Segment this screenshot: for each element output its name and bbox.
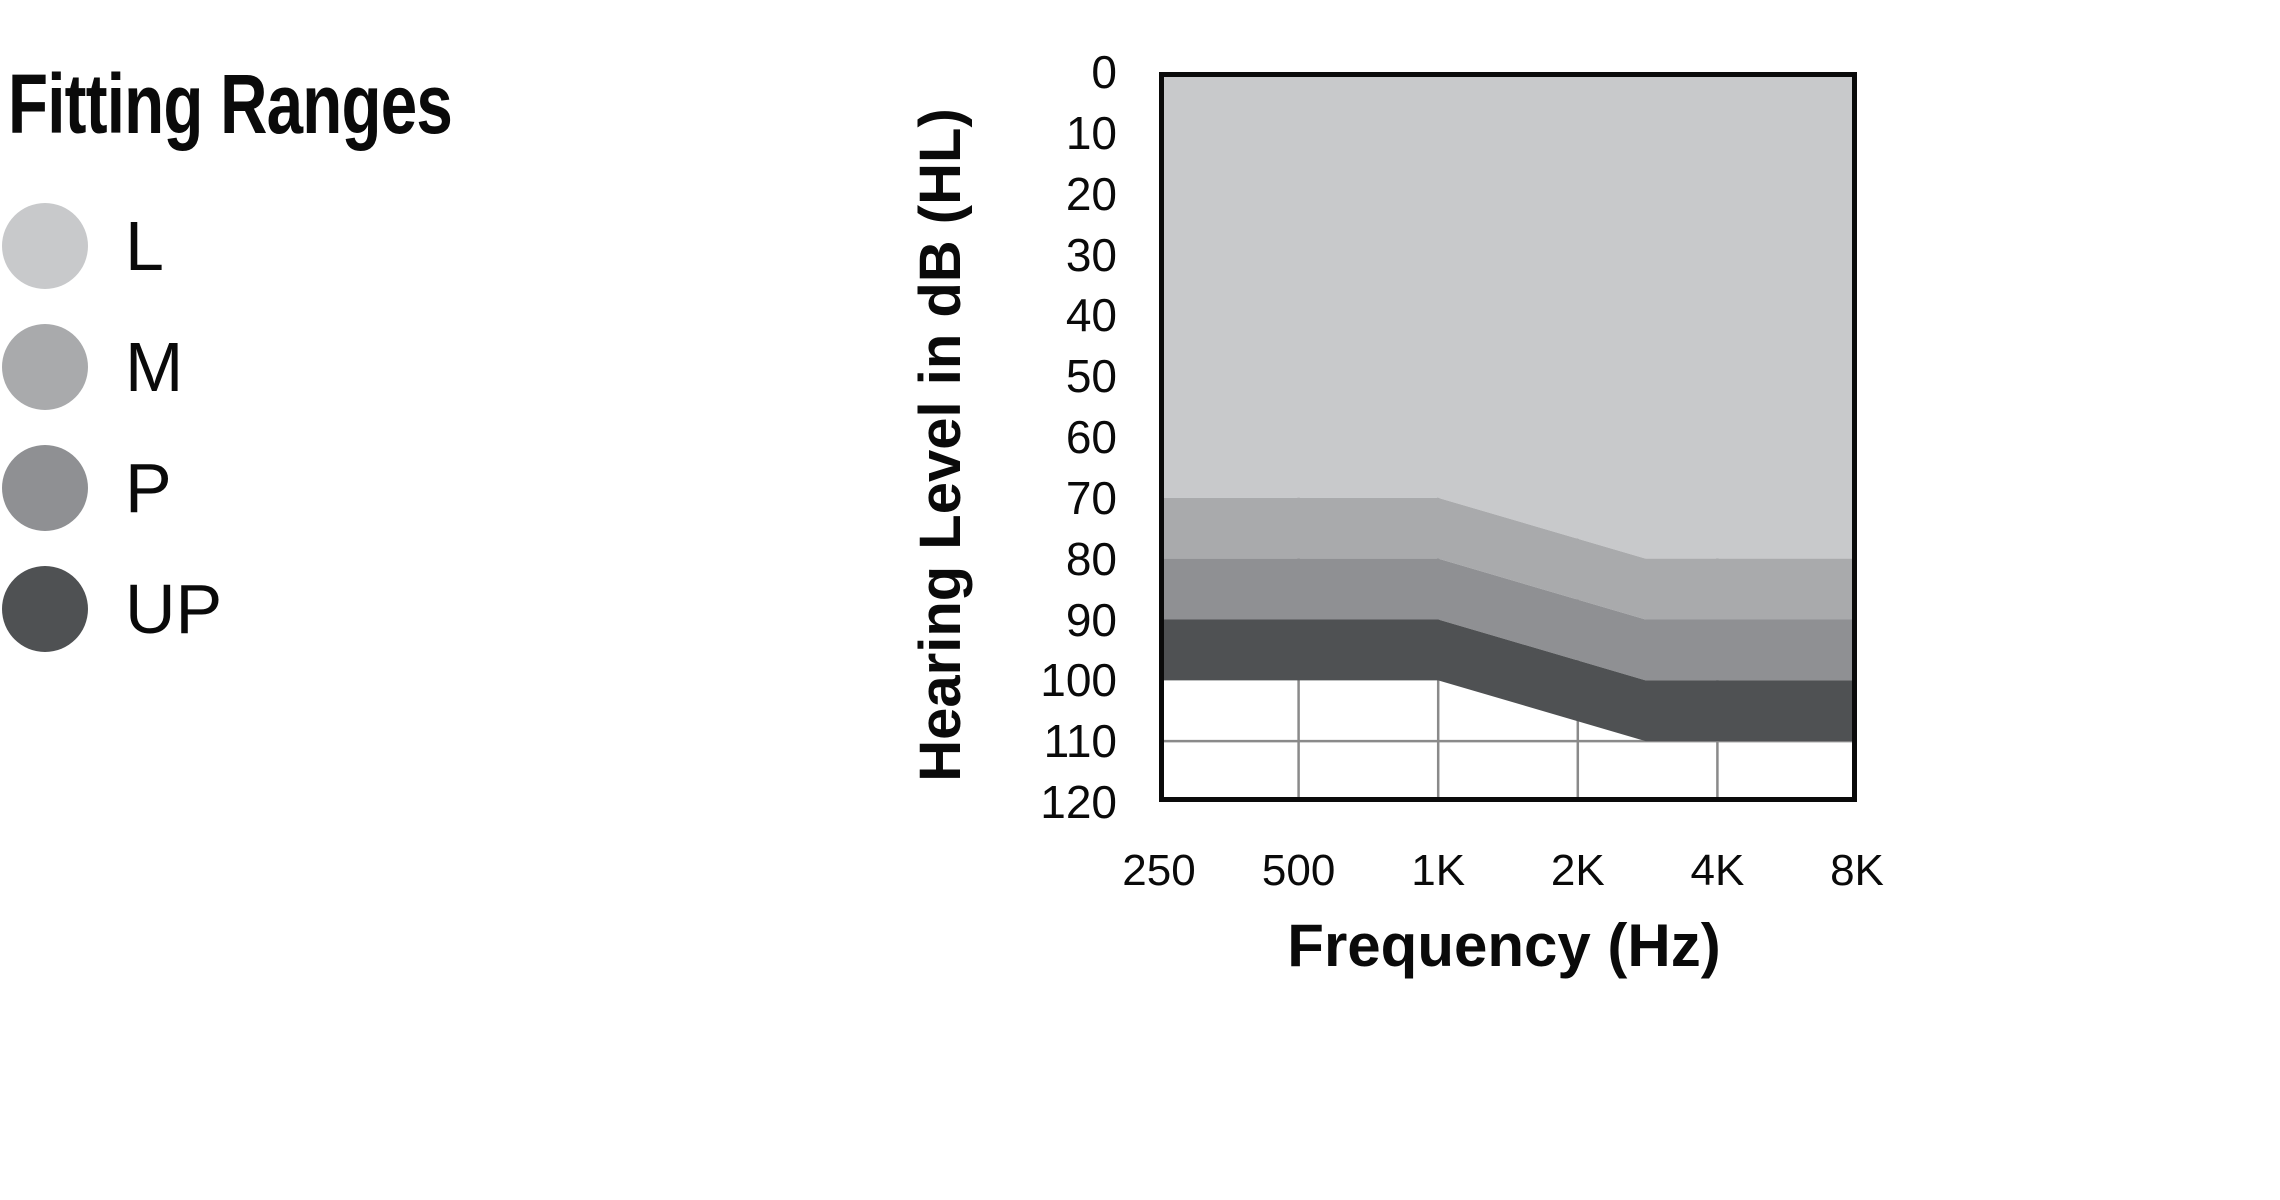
band-l: [1159, 72, 1857, 559]
legend-label: P: [125, 449, 172, 527]
legend-swatch-up-circle-icon: [2, 566, 88, 652]
legend: L M P UP: [2, 203, 222, 687]
x-tick-label: 1K: [1411, 846, 1466, 895]
legend-swatch-m-circle-icon: [2, 324, 88, 410]
y-tick-label: 10: [1065, 106, 1117, 159]
y-tick-label: 50: [1065, 350, 1117, 403]
figure-title: Fitting Ranges: [8, 57, 453, 151]
y-tick-label: 0: [1091, 46, 1117, 98]
legend-item-up: UP: [2, 566, 222, 652]
y-tick-label: 110: [1043, 715, 1117, 768]
x-tick-label: 500: [1261, 846, 1336, 895]
y-tick-label: 120: [1040, 776, 1117, 828]
x-tick-label: 250: [1122, 846, 1196, 895]
x-tick-label: 4K: [1690, 846, 1745, 895]
band-m: [1159, 497, 1857, 620]
fitting-range-chart: [1159, 72, 1857, 802]
band-p: [1159, 558, 1857, 681]
legend-label: M: [125, 328, 184, 406]
x-axis-title: Frequency (Hz): [1287, 912, 1721, 979]
y-tick-label: 60: [1065, 411, 1117, 463]
legend-label: UP: [125, 570, 223, 648]
legend-item-p: P: [2, 445, 222, 531]
legend-label: L: [125, 207, 164, 285]
y-tick-label: 70: [1065, 471, 1117, 524]
y-tick-label: 90: [1065, 593, 1117, 646]
y-tick-label: 80: [1065, 532, 1117, 585]
y-tick-label: 20: [1065, 167, 1117, 220]
y-axis-title: Hearing Level in dB (HL): [908, 108, 973, 782]
x-tick-label: 2K: [1550, 846, 1605, 895]
legend-swatch-p-circle-icon: [2, 445, 88, 531]
y-tick-label: 30: [1065, 228, 1117, 281]
legend-swatch-l-circle-icon: [2, 203, 88, 289]
band-up: [1159, 619, 1857, 742]
x-tick-label: 8K: [1830, 846, 1884, 895]
legend-item-m: M: [2, 324, 222, 410]
plot-border: [1159, 72, 1857, 802]
y-tick-label: 40: [1065, 289, 1117, 342]
y-tick-label: 100: [1040, 654, 1117, 707]
legend-item-l: L: [2, 203, 222, 289]
